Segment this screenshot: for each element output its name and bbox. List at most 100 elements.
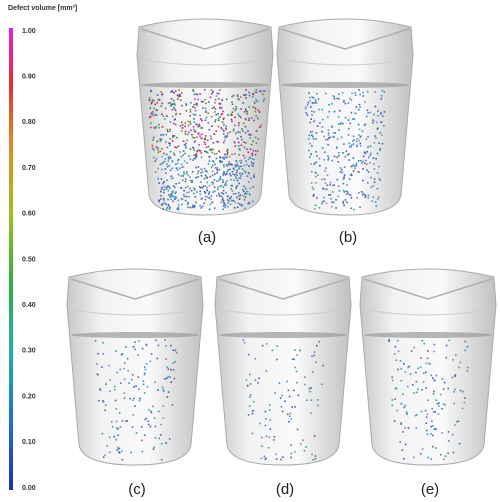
defect	[420, 367, 422, 369]
defect	[296, 354, 298, 356]
defect	[427, 414, 429, 416]
defect	[329, 137, 331, 139]
defect	[404, 405, 406, 407]
defect	[246, 191, 248, 193]
defect	[207, 112, 209, 114]
defect	[246, 379, 248, 381]
defect	[199, 93, 201, 95]
defect	[233, 200, 235, 202]
defect	[423, 381, 425, 383]
defect	[195, 177, 197, 179]
defect	[170, 369, 172, 371]
colorbar-tick-label: 1.00	[22, 28, 36, 35]
defect	[435, 428, 437, 430]
defect	[326, 203, 328, 205]
defect	[333, 132, 335, 134]
defect	[123, 368, 125, 370]
defect	[399, 441, 401, 443]
defect	[111, 421, 113, 423]
defect	[174, 103, 176, 105]
defect	[427, 434, 429, 436]
defect	[310, 131, 312, 133]
defect	[153, 100, 155, 102]
defect	[182, 175, 184, 177]
colorbar	[9, 28, 13, 490]
defect	[442, 378, 444, 380]
defect	[240, 136, 242, 138]
defect	[218, 150, 220, 152]
panel-label: (d)	[276, 481, 294, 498]
defect	[214, 186, 216, 188]
defect	[323, 200, 325, 202]
defect	[247, 111, 249, 113]
defect	[350, 194, 352, 196]
defect	[334, 111, 336, 113]
defect	[169, 156, 171, 158]
defect	[248, 92, 250, 94]
defect	[163, 389, 165, 391]
defect	[332, 191, 334, 193]
defect	[162, 203, 164, 205]
defect	[315, 151, 317, 153]
defect	[265, 458, 267, 460]
defect	[289, 415, 291, 417]
defect	[196, 191, 198, 193]
defect	[170, 91, 172, 93]
defect	[421, 389, 423, 391]
defect	[413, 347, 415, 349]
defect	[227, 152, 229, 154]
defect	[351, 93, 353, 95]
defect	[342, 123, 344, 125]
defect	[160, 424, 162, 426]
defect	[392, 380, 394, 382]
defect	[377, 153, 379, 155]
defect	[343, 177, 345, 179]
defect	[361, 162, 363, 164]
defect	[311, 454, 313, 456]
defect	[164, 118, 166, 120]
defect	[177, 98, 179, 100]
defect	[223, 171, 225, 173]
defect	[115, 350, 117, 352]
defect	[361, 191, 363, 193]
defect	[165, 141, 167, 143]
defect	[173, 92, 175, 94]
defect	[210, 149, 212, 151]
defect	[255, 99, 257, 101]
defect	[374, 142, 376, 144]
defect	[178, 200, 180, 202]
defect	[459, 443, 461, 445]
defect	[183, 150, 185, 152]
defect	[308, 138, 310, 140]
defect	[150, 127, 152, 129]
defect	[221, 161, 223, 163]
defect	[226, 171, 228, 173]
defect	[197, 126, 199, 128]
defect	[214, 207, 216, 209]
defect	[201, 198, 203, 200]
defect	[244, 95, 246, 97]
defect	[212, 165, 214, 167]
defect	[160, 140, 162, 142]
defect	[225, 182, 227, 184]
defect	[286, 381, 288, 383]
defect	[215, 130, 217, 132]
defect	[219, 169, 221, 171]
defect	[211, 89, 213, 91]
defect	[443, 459, 445, 461]
defect	[440, 394, 442, 396]
defect	[168, 158, 170, 160]
defect	[248, 118, 250, 120]
defect	[321, 131, 323, 133]
defect	[349, 123, 351, 125]
defect	[402, 431, 404, 433]
defect	[322, 188, 324, 190]
defect	[181, 167, 183, 169]
defect	[370, 153, 372, 155]
defect	[194, 121, 196, 123]
defect	[372, 122, 374, 124]
defect	[281, 395, 283, 397]
defect	[161, 459, 163, 461]
defect	[240, 178, 242, 180]
defect	[185, 196, 187, 198]
